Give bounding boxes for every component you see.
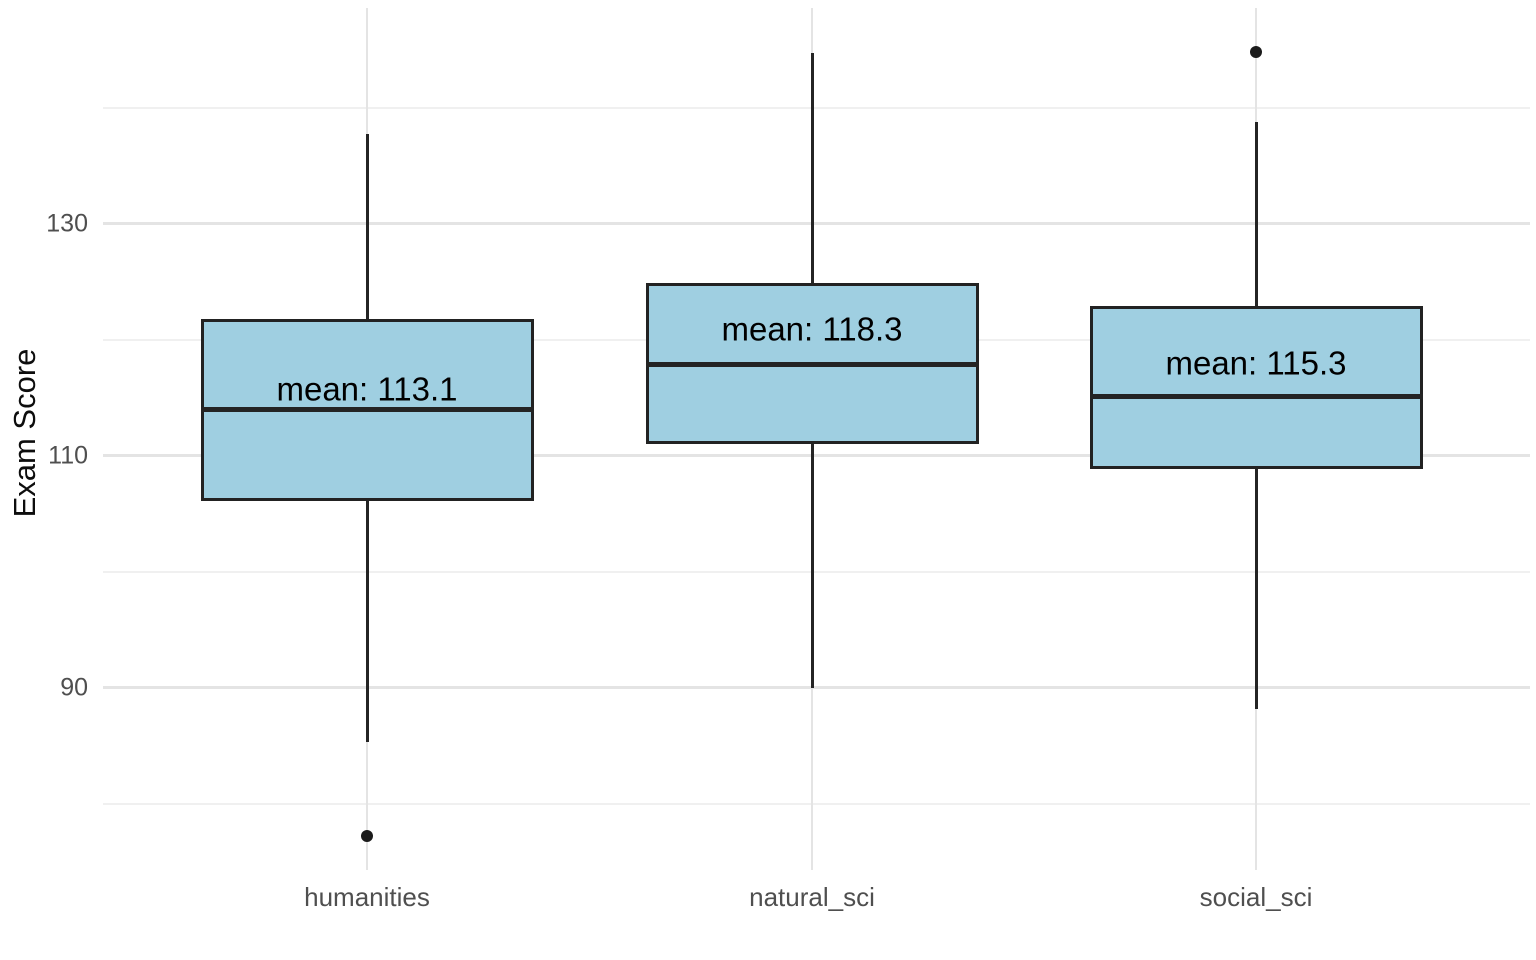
y-tick-label: 90 [60, 673, 88, 702]
median-line [645, 361, 979, 367]
mean-label: mean: 115.3 [1165, 344, 1347, 382]
gridline-minor-horizontal [103, 106, 1530, 109]
box-social_sci [1089, 306, 1423, 469]
x-tick-label: humanities [304, 882, 430, 912]
outlier-point [1250, 46, 1262, 59]
x-tick-label: natural_sci [749, 882, 875, 912]
median-line [200, 406, 534, 412]
gridline-major-horizontal [103, 222, 1530, 226]
gridline-major-horizontal [103, 454, 1530, 458]
upper-whisker [365, 134, 369, 319]
lower-whisker [810, 444, 814, 688]
median-line [1089, 394, 1423, 400]
lower-whisker [365, 501, 369, 743]
outlier-point [361, 830, 373, 843]
y-tick-label: 110 [48, 441, 88, 470]
upper-whisker [810, 53, 814, 283]
mean-label: mean: 113.1 [276, 370, 458, 408]
upper-whisker [1254, 121, 1258, 307]
mean-label: mean: 118.3 [721, 310, 903, 348]
lower-whisker [1254, 468, 1258, 709]
gridline-major-horizontal [103, 686, 1530, 690]
x-tick-label: social_sci [1199, 882, 1313, 912]
gridline-minor-horizontal [103, 570, 1530, 573]
y-tick-label: 130 [46, 209, 88, 238]
gridline-minor-horizontal [103, 802, 1530, 805]
